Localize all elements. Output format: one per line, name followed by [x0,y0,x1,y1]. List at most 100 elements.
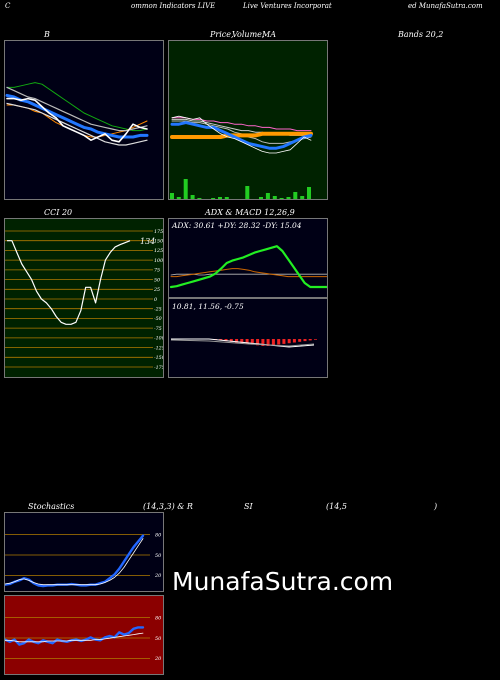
macd-line [171,338,315,348]
macd-bar [245,339,249,344]
cci-tick-label: -175 [154,365,164,371]
macd-bar [271,339,275,346]
volume-bar [252,199,256,200]
panel-background [169,41,327,199]
price-line-0 [171,117,312,132]
bollinger-line-2 [6,86,148,132]
panel-background [169,219,327,297]
panel-background [5,596,163,674]
price-title: Price, [210,30,234,39]
macd-bar [229,339,233,342]
volume-bar [239,199,243,200]
volume-bar [286,197,291,199]
bands-title: Bands 20,2 [398,30,444,39]
macd-chart [169,299,327,377]
macd-panel: 10.81, 11.56, -0.75 [168,298,328,378]
volume-bar [307,187,311,199]
cci-tick-label: 75 [154,268,160,274]
macd-signal-line [170,339,315,347]
price-line-5 [171,115,312,154]
stoch-tick-label: 20 [154,573,162,579]
cci-tick-label: 25 [153,287,160,293]
panel-background [5,513,163,591]
rsi-chart: 80 50 20 [5,596,163,674]
cci-tick-label: -100 [154,336,164,342]
rsi-tick-label: 50 [155,636,162,642]
volume-title: Volume, [232,30,265,39]
volume-bar [293,192,298,199]
cci-tick-label: -25 [154,307,162,313]
volume-bar [279,198,284,199]
adx-readout: ADX: 30.61 +DY: 28.32 -DY: 15.04 [172,221,302,230]
volume-bar [170,193,174,199]
stoch-params: (14,3,3) & R [143,502,193,511]
macd-bar [308,339,312,341]
header-mid1: ommon Indicators LIVE [131,2,216,10]
cci-tick-label: 150 [154,239,163,245]
cci-tick-label: 100 [154,258,163,264]
rsi-panel: 80 50 20 [4,595,164,675]
volume-bar [245,186,250,199]
volume-bar [204,199,208,200]
bollinger-chart [5,41,163,199]
macd-bar [303,339,307,342]
macd-bar [266,339,270,346]
macd-bar [298,339,302,342]
volume-bar [224,197,229,199]
rsi-close: ) [434,502,438,511]
macd-readout: 10.81, 11.56, -0.75 [172,302,244,311]
volume-bar [218,197,222,199]
price-chart [169,41,327,200]
macd-bar [256,339,260,346]
cci-tick-label: 125 [154,248,163,254]
rsi-average-line [5,632,144,643]
rsi-tick-label: 20 [154,656,162,662]
cci-tick-label: -125 [154,345,164,351]
price-line-3 [170,131,313,139]
adx-panel: ADX: 30.61 +DY: 28.32 -DY: 15.04 [168,218,328,298]
cci-title: CCI 20 [44,208,73,217]
cci-chart: 175 150 125 100 75 50 25 0 -25 -50 -75 -100 -125 -150… [5,219,164,377]
price-line-4 [170,121,313,150]
cci-line [7,240,131,325]
macd-bar [277,339,281,345]
stoch-d-line [5,538,144,586]
bollinger-panel [4,40,164,200]
volume-bar [300,196,305,199]
stoch-chart: 80 50 20 [5,513,163,591]
adx-title: ADX & MACD 12,26,9 [205,208,295,217]
rsi-tick-label: 80 [155,615,162,621]
macd-bar [261,339,265,346]
volume-bar [265,193,270,199]
bollinger-line-0 [6,82,148,132]
bollinger-line-3 [6,102,148,146]
watermark: MunafaSutra.com [172,567,394,596]
macd-bar [282,339,286,344]
header-left: C [5,2,11,10]
cci-tick-label: 175 [154,229,163,235]
minus-dy-line [169,245,327,289]
price-panel [168,40,328,200]
volume-bar [197,198,202,199]
bb-title: B [44,30,50,39]
bollinger-line-5 [6,97,148,143]
macd-bar [235,339,239,343]
panel-background [169,299,327,377]
adx-chart [169,219,327,297]
stoch-panel: 80 50 20 [4,512,164,592]
volume-bar [211,198,216,199]
volume-bar [176,197,181,199]
macd-bar [224,339,228,342]
panel-background [5,41,163,199]
cci-tick-label: -50 [154,316,162,322]
cci-tick-label: -150 [154,355,164,361]
volume-bar [259,197,263,199]
volume-bar [183,179,188,199]
volume-bar [190,195,195,199]
macd-bar [292,339,296,343]
volume-bar [272,196,277,199]
macd-bar [250,339,254,345]
stoch-title: Stochastics [28,502,75,511]
adx-line [170,273,327,276]
header-right: ed MunafaSutra.com [408,2,483,10]
